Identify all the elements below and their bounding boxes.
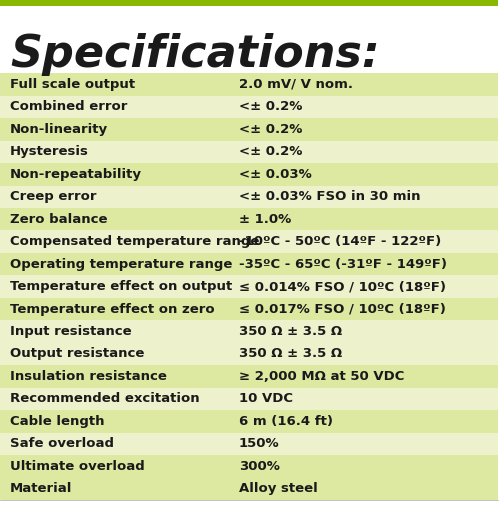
Text: Safe overload: Safe overload <box>10 437 114 450</box>
FancyBboxPatch shape <box>0 478 497 500</box>
FancyBboxPatch shape <box>0 95 497 118</box>
Text: ≤ 0.017% FSO / 10ºC (18ºF): ≤ 0.017% FSO / 10ºC (18ºF) <box>239 302 446 316</box>
Text: 350 Ω ± 3.5 Ω: 350 Ω ± 3.5 Ω <box>239 347 342 361</box>
Text: Recommended excitation: Recommended excitation <box>10 392 200 406</box>
FancyBboxPatch shape <box>0 163 497 185</box>
Text: <± 0.03% FSO in 30 min: <± 0.03% FSO in 30 min <box>239 190 421 203</box>
Text: Temperature effect on output: Temperature effect on output <box>10 280 232 293</box>
Text: Output resistance: Output resistance <box>10 347 144 361</box>
Text: Alloy steel: Alloy steel <box>239 482 318 495</box>
FancyBboxPatch shape <box>0 140 497 163</box>
Text: <± 0.2%: <± 0.2% <box>239 145 302 159</box>
FancyBboxPatch shape <box>0 298 497 320</box>
FancyBboxPatch shape <box>0 388 497 410</box>
Text: Full scale output: Full scale output <box>10 78 135 91</box>
Text: Ultimate overload: Ultimate overload <box>10 460 145 473</box>
Text: 10 VDC: 10 VDC <box>239 392 293 406</box>
Text: ≤ 0.014% FSO / 10ºC (18ºF): ≤ 0.014% FSO / 10ºC (18ºF) <box>239 280 446 293</box>
FancyBboxPatch shape <box>0 343 497 365</box>
FancyBboxPatch shape <box>0 253 497 275</box>
Text: Compensated temperature range: Compensated temperature range <box>10 235 260 248</box>
Text: Material: Material <box>10 482 72 495</box>
FancyBboxPatch shape <box>0 455 497 478</box>
Text: Non-linearity: Non-linearity <box>10 123 108 136</box>
Text: Hysteresis: Hysteresis <box>10 145 89 159</box>
Text: Insulation resistance: Insulation resistance <box>10 370 167 383</box>
FancyBboxPatch shape <box>0 433 497 455</box>
Text: 6 m (16.4 ft): 6 m (16.4 ft) <box>239 415 333 428</box>
FancyBboxPatch shape <box>0 73 497 95</box>
Text: -35ºC - 65ºC (-31ºF - 149ºF): -35ºC - 65ºC (-31ºF - 149ºF) <box>239 258 447 271</box>
FancyBboxPatch shape <box>0 0 497 6</box>
Text: Zero balance: Zero balance <box>10 213 108 226</box>
Text: <± 0.03%: <± 0.03% <box>239 168 312 181</box>
Text: Temperature effect on zero: Temperature effect on zero <box>10 302 215 316</box>
FancyBboxPatch shape <box>0 185 497 208</box>
FancyBboxPatch shape <box>0 208 497 230</box>
FancyBboxPatch shape <box>0 118 497 140</box>
Text: ≥ 2,000 MΩ at 50 VDC: ≥ 2,000 MΩ at 50 VDC <box>239 370 404 383</box>
FancyBboxPatch shape <box>0 230 497 253</box>
Text: 2.0 mV/ V nom.: 2.0 mV/ V nom. <box>239 78 353 91</box>
Text: Creep error: Creep error <box>10 190 97 203</box>
Text: Non-repeatability: Non-repeatability <box>10 168 142 181</box>
Text: <± 0.2%: <± 0.2% <box>239 100 302 114</box>
FancyBboxPatch shape <box>0 410 497 433</box>
Text: 300%: 300% <box>239 460 280 473</box>
Text: Combined error: Combined error <box>10 100 127 114</box>
Text: Cable length: Cable length <box>10 415 105 428</box>
FancyBboxPatch shape <box>0 320 497 343</box>
Text: 350 Ω ± 3.5 Ω: 350 Ω ± 3.5 Ω <box>239 325 342 338</box>
Text: -10ºC - 50ºC (14ºF - 122ºF): -10ºC - 50ºC (14ºF - 122ºF) <box>239 235 441 248</box>
Text: Specifications:: Specifications: <box>10 33 380 76</box>
FancyBboxPatch shape <box>0 365 497 388</box>
Text: <± 0.2%: <± 0.2% <box>239 123 302 136</box>
Text: Input resistance: Input resistance <box>10 325 132 338</box>
Text: ± 1.0%: ± 1.0% <box>239 213 291 226</box>
Text: 150%: 150% <box>239 437 280 450</box>
FancyBboxPatch shape <box>0 275 497 298</box>
Text: Operating temperature range: Operating temperature range <box>10 258 232 271</box>
